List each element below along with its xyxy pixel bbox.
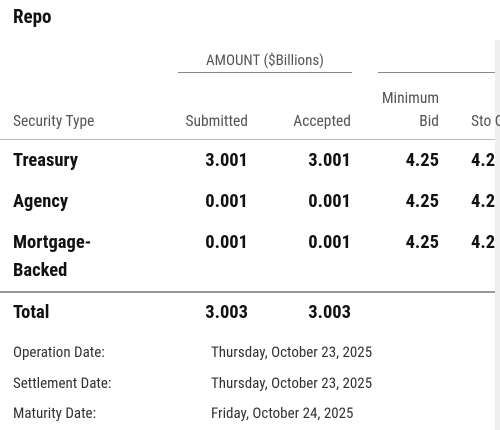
total-value: 3.003 bbox=[205, 301, 248, 323]
detail-label: Maturity Date: bbox=[13, 404, 97, 422]
total-value: 3.003 bbox=[308, 301, 351, 323]
group-rule bbox=[378, 72, 500, 73]
header-rule bbox=[0, 139, 500, 140]
group-rule bbox=[178, 72, 352, 73]
scrollbar bbox=[495, 40, 500, 430]
row-label: Treasury bbox=[13, 149, 78, 171]
row-label: Mortgage-Backed bbox=[13, 231, 92, 281]
group-header: AMOUNT ($Billions) bbox=[206, 51, 324, 69]
cell-value: 4.2 bbox=[471, 231, 496, 253]
cell-value: 4.25 bbox=[405, 190, 439, 212]
detail-value: Friday, October 24, 2025 bbox=[211, 404, 354, 422]
cell-value: 4.25 bbox=[405, 231, 439, 253]
cell-value: 0.001 bbox=[205, 231, 248, 253]
detail-label: Settlement Date: bbox=[13, 373, 112, 392]
column-header: Sto Ou bbox=[471, 112, 500, 130]
column-header: Security Type bbox=[13, 112, 95, 130]
cell-value: 3.001 bbox=[308, 149, 351, 171]
cell-value: 0.001 bbox=[308, 231, 351, 253]
column-header: Accepted bbox=[293, 112, 351, 130]
cell-value: 0.001 bbox=[308, 190, 351, 212]
column-header: Minimum Bid bbox=[381, 89, 439, 130]
cell-value: 4.25 bbox=[405, 149, 439, 171]
cell-value: 0.001 bbox=[205, 190, 248, 212]
row-label: Agency bbox=[13, 190, 69, 212]
detail-value: Thursday, October 23, 2025 bbox=[211, 373, 373, 392]
column-header: Submitted bbox=[185, 112, 248, 130]
detail-value: Thursday, October 23, 2025 bbox=[211, 343, 373, 361]
cell-value: 4.2 bbox=[471, 190, 496, 212]
cell-value: 3.001 bbox=[205, 149, 248, 171]
table-title: Repo bbox=[13, 5, 52, 28]
total-label: Total bbox=[13, 301, 50, 323]
total-rule bbox=[0, 291, 500, 293]
cell-value: 4.2 bbox=[471, 149, 496, 171]
detail-label: Operation Date: bbox=[13, 343, 105, 361]
